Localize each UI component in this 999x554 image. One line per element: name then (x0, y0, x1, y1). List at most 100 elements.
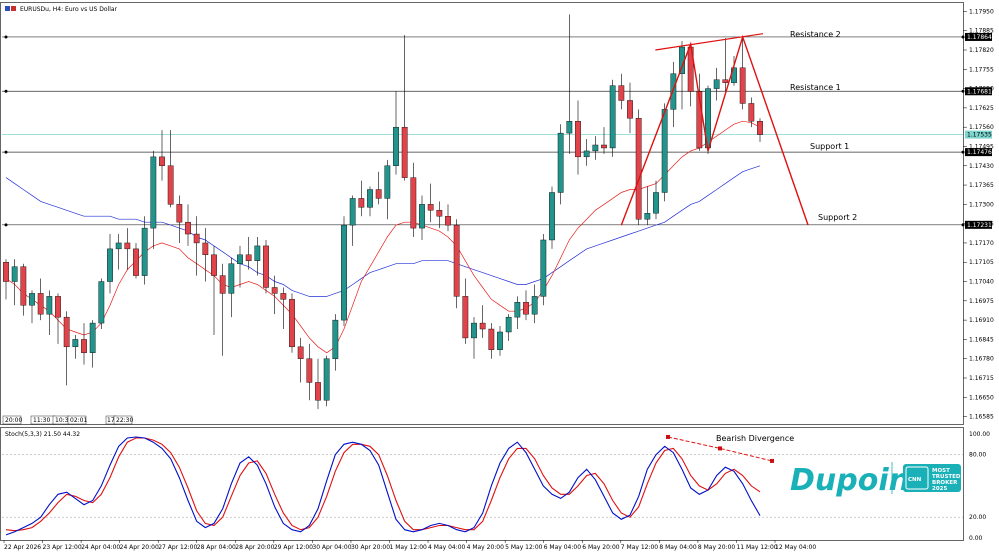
candle (219, 263, 226, 356)
time-tick-label: 24 Apr 20:00 (120, 544, 159, 551)
support2-anchor (4, 223, 8, 227)
candle (306, 343, 313, 401)
stoch-guides (2, 454, 963, 518)
candle (644, 186, 651, 226)
chart-title: EURUSDu, H4: Euro vs US Dollar (20, 6, 118, 13)
candle (297, 337, 304, 383)
candle (531, 284, 538, 324)
divergence-marker (666, 434, 670, 439)
divergence-marker (770, 458, 774, 463)
candle (245, 237, 252, 270)
stochastic-lines (5, 434, 774, 536)
candle (202, 228, 209, 282)
candle-body (20, 266, 27, 306)
time-tick-label: 1 May 12:00 (390, 544, 428, 551)
support1-anchor (4, 150, 8, 154)
candle (176, 195, 183, 243)
candle (748, 97, 755, 128)
candle-body (124, 242, 131, 250)
candle (757, 118, 763, 143)
stoch-signal-line (5, 437, 761, 532)
price-tick-label: 1.17560 (969, 124, 994, 131)
candle (739, 36, 746, 110)
time-tick-label: 28 Apr 20:00 (235, 544, 274, 551)
candle (427, 183, 434, 223)
resistance-2-label: Resistance 2 (790, 30, 841, 39)
candle-body (89, 322, 96, 353)
candle-body (601, 144, 607, 149)
candle-body (11, 266, 18, 282)
price-marker-box (965, 87, 992, 96)
candle-body (280, 293, 287, 300)
candle (332, 314, 339, 371)
candle-body (410, 177, 417, 229)
badge-line-2: TRUSTED (932, 474, 961, 480)
candle (89, 320, 96, 368)
time-tick-label: 11 May 12:00 (736, 544, 777, 551)
time-tick-label: 6 May 20:00 (582, 544, 620, 551)
candle (445, 204, 451, 232)
candle-body (445, 216, 451, 226)
price-tick-label: 1.16715 (969, 375, 994, 382)
mini-label-6: 22:30 (116, 417, 133, 424)
candle-body (557, 132, 564, 193)
candle (609, 79, 616, 157)
candle-body (271, 287, 278, 294)
candle (722, 38, 729, 92)
candle-body (583, 150, 590, 158)
candle (167, 130, 174, 208)
candle (237, 245, 243, 288)
candle (115, 234, 122, 270)
time-tick-label: 29 Apr 12:00 (274, 544, 313, 551)
price-tick-label: 1.17950 (969, 8, 994, 15)
candle-body (219, 275, 226, 294)
price-tick-label: 1.17820 (969, 47, 994, 54)
candle-body (514, 302, 521, 318)
price-tick-label: 1.17495 (969, 143, 994, 150)
stoch-tick-label: 80.00 (969, 452, 986, 459)
resistance1-anchor-right (961, 89, 965, 93)
candle-body (618, 85, 625, 101)
candle (3, 259, 9, 300)
candle-body (3, 262, 9, 282)
candle-body (107, 248, 113, 282)
price-marker-label: 1.17476 (967, 149, 992, 156)
candle-body (176, 204, 183, 223)
time-tick-label: 7 May 12:00 (621, 544, 659, 551)
candle-body (393, 126, 399, 166)
time-tick-label: 30 Apr 04:00 (312, 544, 351, 551)
candle (653, 180, 659, 220)
candle-body (297, 346, 304, 359)
candle (462, 278, 469, 344)
candle (514, 296, 521, 330)
candle (410, 162, 417, 238)
candle-body (479, 322, 486, 330)
candle-body (531, 296, 538, 315)
badge-line-1: MOST (932, 468, 950, 474)
price-axis: 1.179501.178851.178201.177551.176901.176… (963, 8, 994, 421)
candle-body (202, 242, 209, 256)
candle-body (245, 254, 252, 261)
candle-body (228, 263, 235, 294)
price-tick-label: 1.16975 (969, 298, 994, 305)
candle (618, 73, 625, 110)
candle (635, 109, 642, 226)
candle-body (254, 245, 261, 261)
candle (98, 278, 105, 330)
candle-body (540, 239, 547, 297)
price-marker-box (965, 32, 992, 41)
mini-label-4: 02:01 (70, 417, 87, 424)
candle-body (462, 296, 469, 339)
price-tick-label: 1.16585 (969, 414, 994, 421)
candle (81, 323, 87, 365)
candle-body (592, 144, 599, 152)
candle-body (46, 296, 53, 315)
candle-body (237, 254, 243, 264)
candle-body (644, 213, 651, 220)
candle (72, 334, 79, 359)
candle-body (185, 221, 191, 235)
candle (453, 219, 460, 309)
candle-body (306, 358, 313, 383)
candle-body (566, 121, 573, 134)
bearish-divergence-label: Bearish Divergence (716, 434, 794, 443)
